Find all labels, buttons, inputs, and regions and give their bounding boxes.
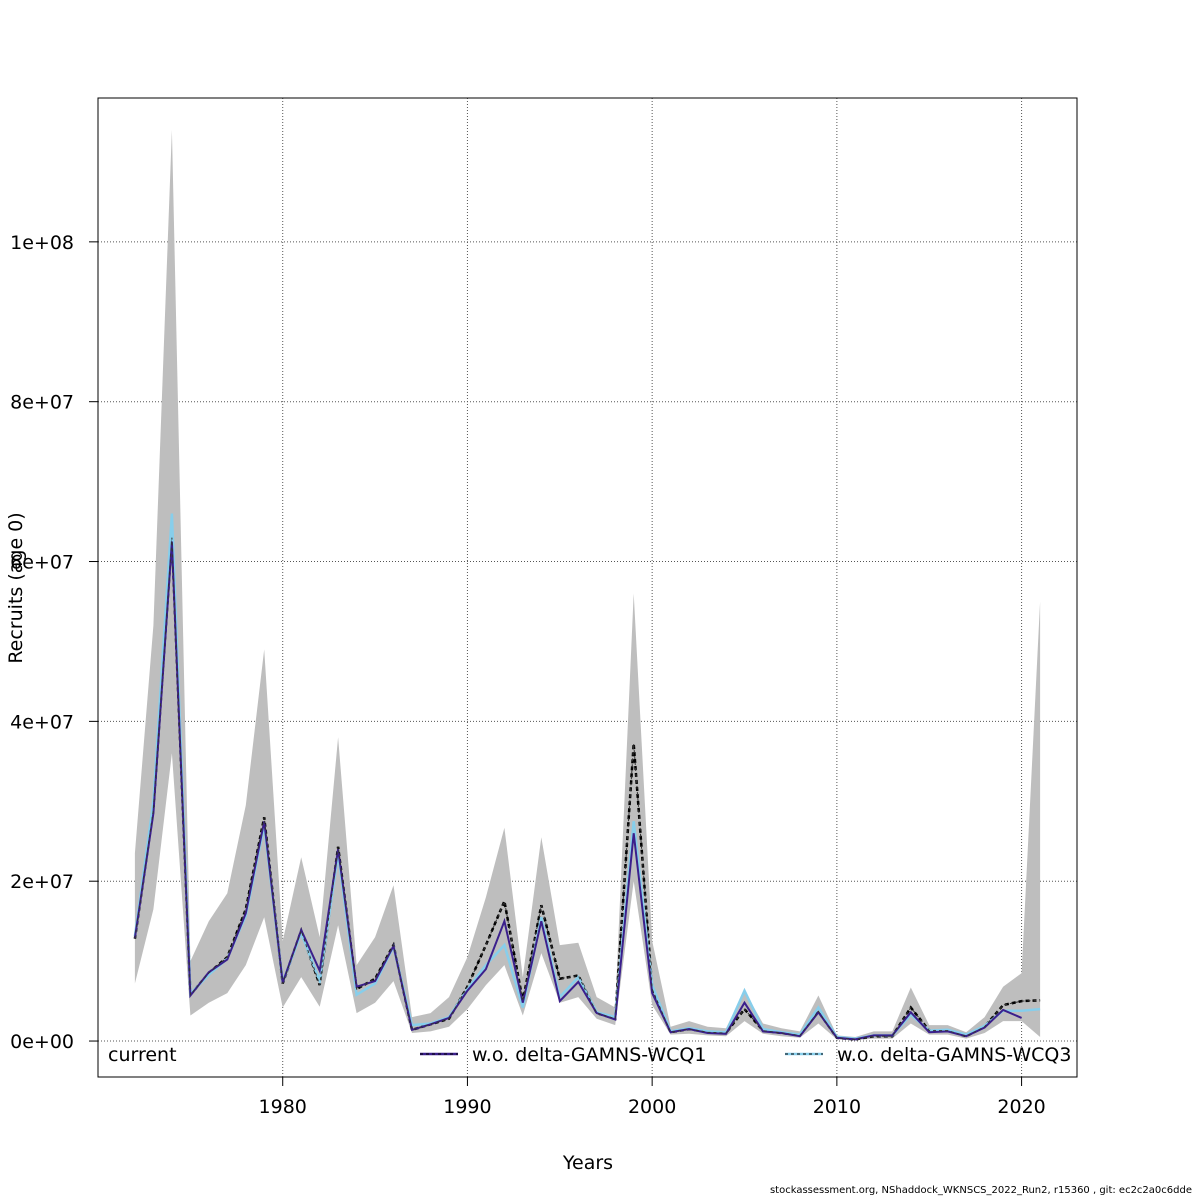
y-tick-label: 0e+00 [10, 1031, 74, 1053]
legend: current w.o. delta-GAMNS-WCQ1 w.o. delta… [108, 1044, 1071, 1066]
y-tick-label: 2e+07 [10, 871, 74, 893]
series-lines [133, 513, 1041, 1041]
x-tick-label: 2020 [997, 1096, 1045, 1118]
x-tick-label: 2010 [813, 1096, 861, 1118]
y-axis-title: Recruits (age 0) [5, 512, 27, 663]
grid [98, 98, 1077, 1077]
y-tick-label: 6e+07 [10, 552, 74, 574]
x-tick-label: 2000 [628, 1096, 676, 1118]
footer-attribution: stockassessment.org, NShaddock_WKNSCS_20… [769, 1185, 1192, 1196]
plot-frame [97, 97, 1078, 1078]
confidence-band [134, 130, 1041, 1041]
legend-label-wcq3: w.o. delta-GAMNS-WCQ3 [837, 1044, 1071, 1066]
x-tick-label: 1990 [443, 1096, 491, 1118]
legend-label-wcq1: w.o. delta-GAMNS-WCQ1 [472, 1044, 706, 1066]
legend-label-current: current [108, 1044, 177, 1066]
x-axis: 1980 1990 2000 2010 2020 [259, 1077, 1046, 1118]
y-tick-label: 1e+08 [10, 232, 74, 254]
y-tick-label: 4e+07 [10, 711, 74, 733]
x-tick-label: 1980 [259, 1096, 307, 1118]
y-axis: 0e+00 2e+07 4e+07 6e+07 8e+07 1e+08 [10, 232, 98, 1053]
y-tick-label: 8e+07 [10, 392, 74, 414]
series-line-current-overlay [134, 537, 1041, 1040]
x-axis-title: Years [562, 1152, 613, 1174]
